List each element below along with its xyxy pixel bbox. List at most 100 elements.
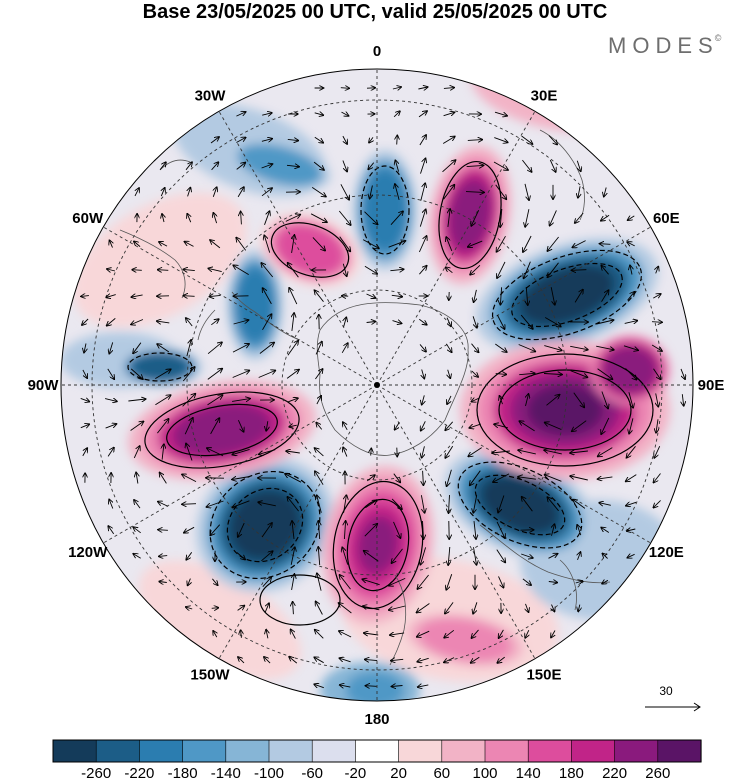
wind-vector — [233, 320, 249, 325]
wind-vector — [157, 344, 170, 353]
wind-vector — [390, 633, 405, 635]
wind-vector — [362, 579, 380, 586]
wind-vector — [315, 630, 324, 639]
wind-vector — [183, 269, 195, 270]
wind-vector — [343, 447, 348, 457]
wind-vector — [266, 630, 268, 639]
wind-vector — [629, 418, 634, 433]
wind-vector — [364, 551, 379, 562]
wind-vector — [417, 630, 430, 637]
wind-vector — [446, 317, 451, 327]
wind-vector — [417, 574, 429, 589]
wind-vector — [469, 423, 481, 428]
wind-vector — [522, 578, 531, 585]
wind-vector — [572, 270, 587, 271]
wind-vector — [130, 368, 143, 379]
wind-vector — [391, 659, 404, 660]
wind-vector — [364, 265, 377, 274]
wind-vector — [259, 449, 276, 455]
wind-vector — [182, 474, 197, 483]
wind-vector — [653, 500, 661, 507]
wind-vector — [186, 444, 193, 461]
wind-vector — [287, 497, 299, 512]
wind-vector — [545, 423, 562, 430]
contour-line — [360, 165, 410, 255]
wind-vector — [259, 343, 274, 354]
wind-vector — [543, 374, 562, 375]
wind-vector — [577, 160, 580, 172]
wind-vector — [628, 216, 635, 220]
wind-vector — [104, 399, 117, 402]
wind-vector — [467, 140, 482, 141]
wind-vector — [314, 136, 323, 142]
wind-vector — [627, 529, 636, 531]
colorbar-swatch — [398, 739, 443, 763]
wind-vector — [418, 87, 427, 89]
wind-vector — [470, 264, 481, 274]
wind-vector — [338, 210, 350, 225]
colorbar-tick-label: 220 — [602, 765, 627, 782]
brand-logo: MODES© — [608, 33, 721, 59]
wind-vector — [419, 318, 426, 324]
latitude-circle — [281, 289, 473, 481]
wind-vector — [630, 266, 632, 275]
wind-vector — [445, 445, 454, 458]
south-pole-marker — [374, 382, 380, 388]
wind-vector — [131, 319, 144, 325]
wind-vector — [110, 240, 113, 248]
positive-anomaly-area — [357, 516, 399, 574]
wind-vector — [136, 473, 138, 484]
wind-vector — [492, 451, 510, 453]
wind-vector — [545, 475, 562, 482]
wind-vector — [318, 547, 319, 566]
wind-vector — [495, 343, 506, 352]
wind-vector — [447, 469, 452, 486]
wind-vector — [570, 451, 588, 453]
wind-vector — [602, 554, 608, 559]
meridian-line — [376, 111, 536, 386]
wind-vector — [573, 392, 584, 408]
wind-vector — [339, 236, 351, 252]
wind-vector — [233, 265, 249, 275]
wind-vector — [213, 213, 216, 224]
wind-vector — [261, 523, 272, 538]
wind-vector — [494, 137, 507, 143]
positive-anomaly-area — [417, 618, 513, 662]
wind-vector — [81, 296, 89, 297]
wind-vector — [598, 477, 613, 479]
wind-vector — [601, 266, 609, 275]
wind-vector — [419, 266, 426, 275]
wind-vector — [210, 137, 219, 144]
wind-vector — [365, 500, 376, 509]
wind-vector — [623, 345, 638, 350]
wind-vector — [342, 263, 346, 276]
wind-vector — [107, 269, 116, 271]
wind-vector — [135, 188, 139, 197]
wind-vector — [522, 159, 531, 172]
wind-vector — [343, 422, 348, 431]
wind-vector — [473, 602, 478, 613]
wind-vector — [468, 447, 482, 457]
wind-vector — [207, 448, 224, 457]
wind-vector — [238, 522, 245, 537]
wind-vector — [238, 657, 245, 664]
wind-vector — [494, 111, 507, 116]
negative-anomaly-area — [237, 143, 323, 187]
wind-vector — [232, 344, 249, 353]
wind-vector — [519, 421, 535, 432]
wind-vector — [236, 112, 245, 117]
wind-vector — [498, 495, 505, 513]
wind-vector — [601, 391, 608, 409]
wind-vector — [185, 162, 192, 171]
wind-vector — [397, 136, 398, 145]
wind-vector — [472, 629, 479, 638]
wind-vector — [366, 322, 376, 323]
coastline — [197, 309, 216, 341]
wind-vector — [370, 185, 373, 199]
wind-vector — [241, 630, 242, 638]
wind-vector — [232, 399, 250, 402]
wind-vector — [184, 526, 195, 532]
contour-line — [144, 391, 300, 469]
wind-vector — [210, 240, 221, 249]
wind-vector — [570, 370, 588, 378]
